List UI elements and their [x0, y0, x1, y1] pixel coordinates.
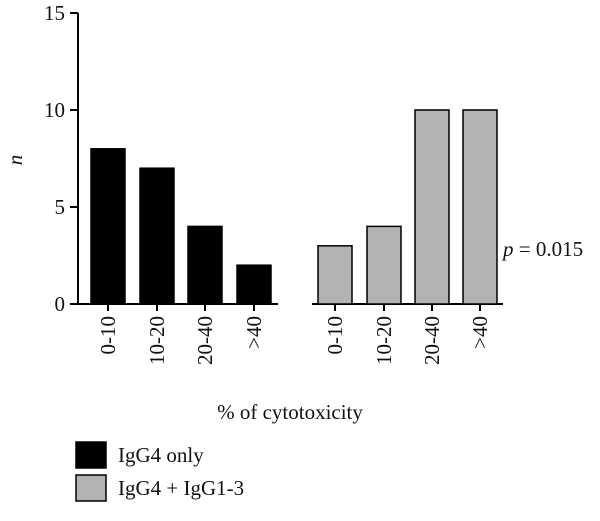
y-axis-title: n: [3, 155, 27, 166]
labels: 0-10 10-20 20-40 >40 0-10 10-20 20-40 >40 % of c…: [96, 237, 583, 424]
p-value-annotation: p = 0.015: [501, 237, 583, 261]
bar-2-1: [317, 245, 353, 305]
bar-2-4: [462, 109, 498, 305]
legend-swatch-2: [75, 474, 107, 502]
y-tick-label: 10: [44, 98, 65, 122]
legend: IgG4 only IgG4 + IgG1-3: [75, 441, 244, 502]
x-category-label: 20-40: [193, 316, 217, 365]
x-category-label: >40: [468, 316, 492, 349]
legend-label-1: IgG4 only: [118, 443, 204, 467]
bar-1-2: [139, 167, 175, 305]
y-tick-label: 15: [44, 1, 65, 25]
x-category-label: 10-20: [372, 316, 396, 365]
y-tick-label: 5: [55, 195, 66, 219]
bar-2-2: [366, 225, 402, 305]
x-category-label: 10-20: [145, 316, 169, 365]
x-category-label: 0-10: [323, 316, 347, 355]
bar-1-1: [90, 148, 126, 305]
bars: [90, 109, 498, 305]
legend-label-2: IgG4 + IgG1-3: [118, 476, 244, 500]
x-category-label: >40: [242, 316, 266, 349]
x-category-label: 20-40: [420, 316, 444, 365]
x-axis-title: % of cytotoxicity: [217, 400, 363, 424]
bar-2-3: [414, 109, 450, 305]
y-tick-label: 0: [55, 292, 66, 316]
bar-1-3: [187, 225, 223, 305]
x-category-label: 0-10: [96, 316, 120, 355]
legend-swatch-1: [75, 441, 107, 469]
bar-1-4: [236, 264, 272, 305]
